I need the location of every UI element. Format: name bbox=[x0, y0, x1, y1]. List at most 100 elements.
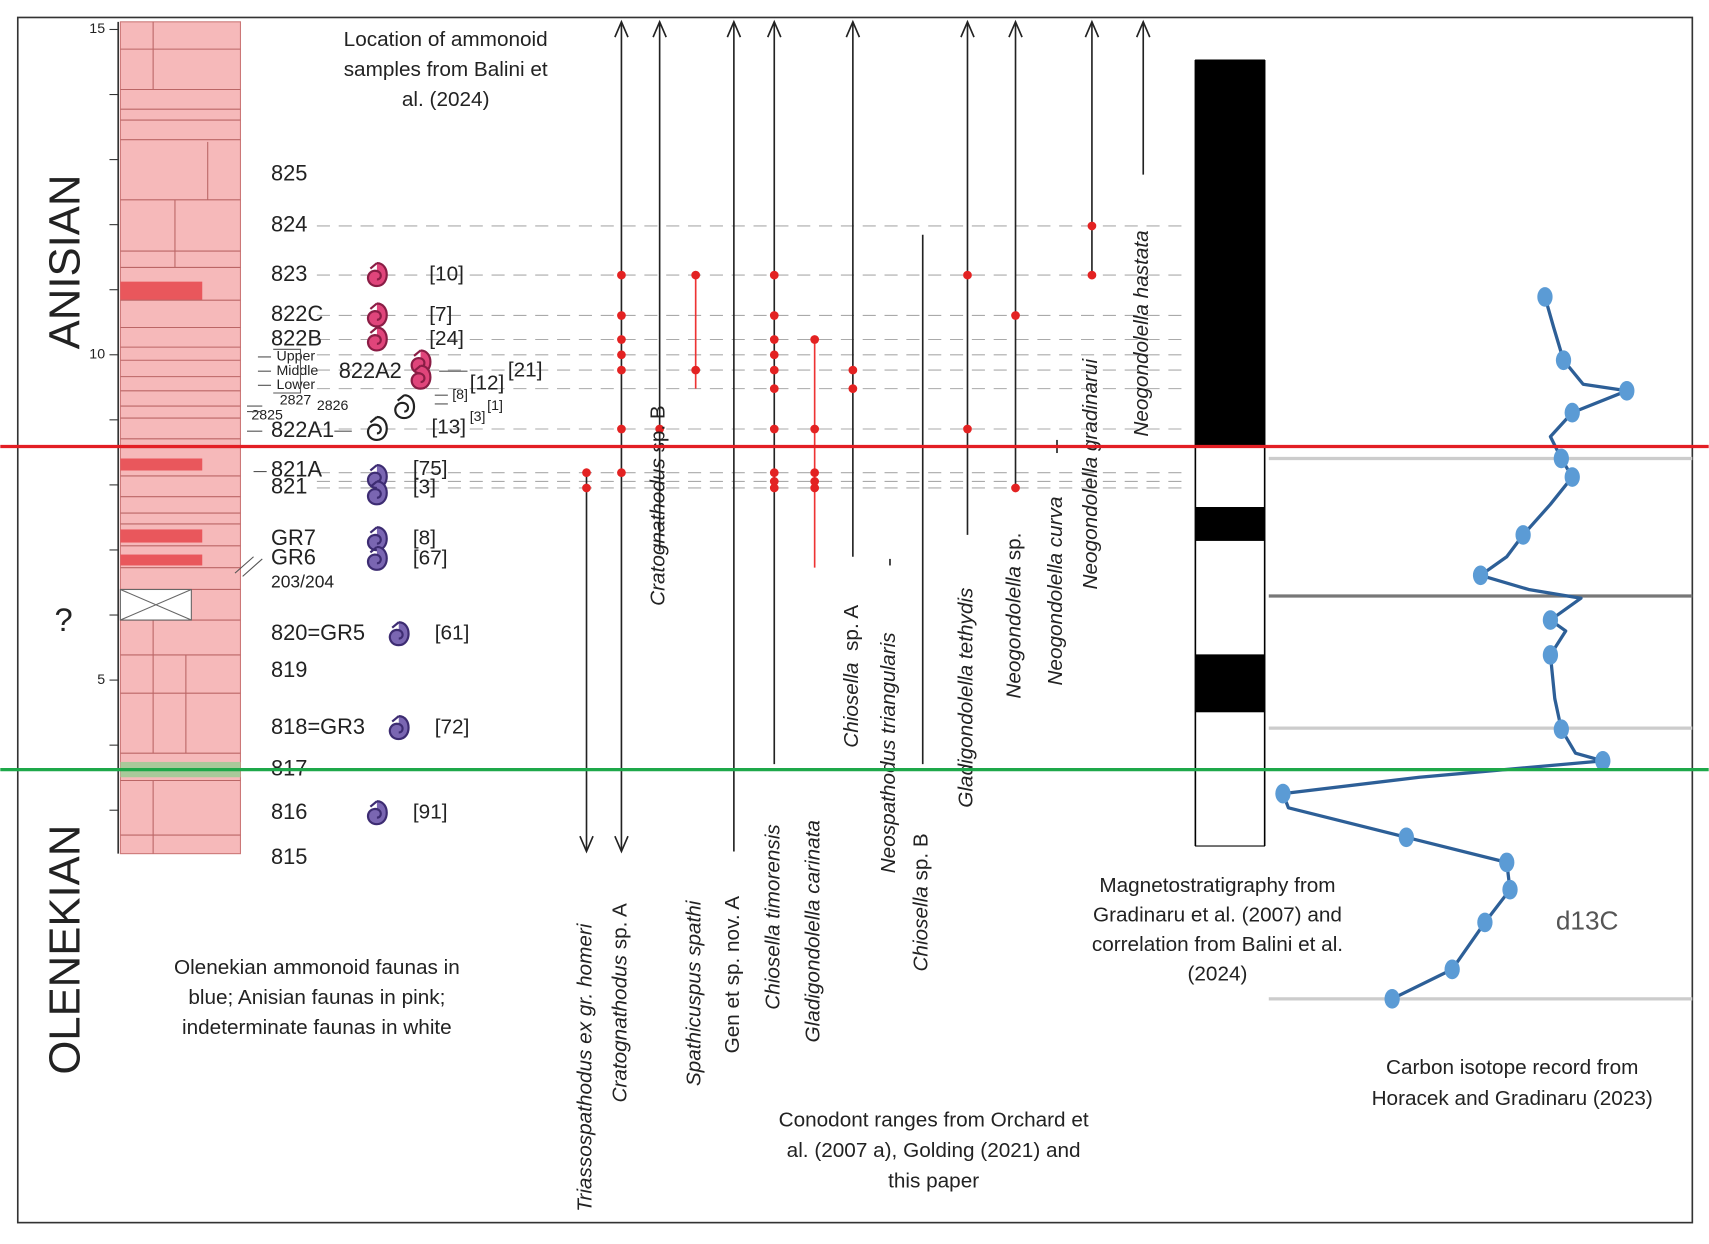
isotope-point bbox=[1477, 912, 1493, 933]
isotope-point bbox=[1384, 989, 1400, 1009]
caption: samples from Balini et bbox=[344, 58, 548, 81]
caption: Gradinaru et al. (2007) and bbox=[1093, 903, 1342, 926]
subbed-label: 2825 bbox=[251, 408, 283, 424]
occurrence bbox=[617, 365, 626, 375]
taxon-italic: Gladigondolella carinata bbox=[802, 820, 825, 1042]
isotope-point bbox=[1398, 827, 1414, 848]
ammonoid-icon bbox=[388, 715, 410, 741]
caption: (2024) bbox=[1187, 962, 1247, 985]
occurrence bbox=[769, 311, 779, 320]
bed-label: 819 bbox=[271, 657, 307, 682]
ammonoid-icon bbox=[366, 480, 388, 506]
ammonoid-icon bbox=[366, 526, 388, 552]
bed-label: 822A1 bbox=[271, 417, 334, 442]
polarity-zone bbox=[1195, 59, 1265, 448]
occurrence bbox=[769, 468, 779, 478]
occurrence bbox=[848, 384, 858, 393]
caption: Carbon isotope record from bbox=[1386, 1056, 1638, 1079]
count-label: [3] bbox=[413, 475, 436, 498]
isotope-point bbox=[1553, 719, 1569, 740]
taxon-plain: sp. A bbox=[840, 605, 863, 663]
taxon-italic: Chiosella timorensis bbox=[762, 824, 785, 1010]
bracket bbox=[234, 348, 302, 577]
occurrence bbox=[655, 424, 665, 434]
polarity-zone bbox=[1195, 445, 1265, 509]
subbed-label: Middle bbox=[276, 363, 318, 379]
taxon-label: Neogondolella hastata bbox=[1131, 230, 1154, 436]
arrow-up bbox=[1008, 19, 1023, 38]
arrow-up bbox=[726, 19, 742, 38]
arrow-up bbox=[960, 19, 975, 38]
caption: Magnetostratigraphy from bbox=[1099, 874, 1335, 897]
bed-label: 816 bbox=[271, 799, 307, 824]
count-label: [91] bbox=[413, 801, 448, 824]
occurrence bbox=[617, 468, 626, 478]
taxon-label: Neogondolella curva bbox=[1044, 496, 1067, 685]
occurrence bbox=[582, 468, 591, 478]
polarity-zone bbox=[1195, 539, 1265, 656]
occurrence bbox=[769, 483, 779, 493]
occurrence bbox=[810, 424, 820, 434]
arrow-up bbox=[845, 19, 861, 38]
occurrence bbox=[691, 270, 701, 280]
count-label: [61] bbox=[435, 622, 470, 645]
red-bed bbox=[120, 554, 203, 566]
bed-label: GR6 bbox=[271, 545, 316, 570]
isotope-point bbox=[1444, 959, 1460, 980]
caption: Horacek and Gradinaru (2023) bbox=[1372, 1087, 1653, 1110]
bed-label: 824 bbox=[271, 212, 307, 237]
occurrence bbox=[1011, 311, 1020, 320]
polarity-zone bbox=[1195, 654, 1265, 713]
count-label: [75] bbox=[413, 457, 448, 480]
scale-label: 5 bbox=[97, 672, 105, 688]
taxon-label: Chiosella timorensis bbox=[762, 824, 785, 1010]
occurrence bbox=[769, 424, 779, 434]
red-bed bbox=[120, 281, 203, 301]
occurrence bbox=[617, 270, 626, 280]
arrow-up bbox=[1084, 19, 1100, 38]
count-label: [24] bbox=[429, 327, 464, 350]
arrow-down bbox=[579, 835, 594, 854]
occurrence bbox=[848, 365, 858, 375]
occurrence bbox=[963, 424, 972, 434]
occurrence bbox=[1087, 270, 1097, 280]
caption: blue; Anisian faunas in pink; bbox=[188, 986, 445, 1009]
taxon-label: Chiosella sp. B bbox=[910, 833, 933, 971]
occurrence bbox=[769, 477, 779, 486]
taxon-label: Gladigondolella carinata bbox=[802, 820, 825, 1042]
occurrence bbox=[617, 311, 626, 320]
arrow-up bbox=[614, 19, 629, 38]
taxon-label: Cratognathodus sp. A bbox=[609, 903, 632, 1103]
occurrence bbox=[769, 384, 779, 393]
taxon-label: Triassospathodus ex gr. homeri bbox=[574, 922, 597, 1211]
bed-label: 825 bbox=[271, 160, 307, 185]
isotope-point bbox=[1564, 402, 1580, 423]
occurrence bbox=[810, 335, 820, 344]
occurrence bbox=[617, 335, 626, 344]
occurrence bbox=[963, 270, 972, 280]
taxon-plain: sp. A bbox=[609, 903, 632, 955]
bed-label: GR7 bbox=[271, 525, 316, 550]
bed-label: 821 bbox=[271, 474, 307, 499]
occurrence bbox=[582, 483, 591, 493]
isotope-point bbox=[1553, 448, 1569, 469]
taxon-label: Neogondolella sp. bbox=[1003, 533, 1026, 699]
subbed-label: Lower bbox=[276, 377, 315, 393]
count-label: [7] bbox=[429, 303, 452, 326]
isotope-point bbox=[1564, 467, 1580, 487]
taxon-italic: Neogondolella curva bbox=[1044, 496, 1067, 685]
isotope-point bbox=[1537, 287, 1553, 307]
caption: Olenekian ammonoid faunas in bbox=[174, 956, 460, 979]
bed-label: 822A2 bbox=[339, 358, 402, 383]
isotope-point bbox=[1542, 610, 1559, 630]
subbed-label: 2827 bbox=[280, 392, 312, 408]
red-bed bbox=[120, 458, 203, 471]
ammonoid-icon bbox=[366, 302, 388, 328]
arrow-down bbox=[614, 835, 629, 854]
subbed-label: Upper bbox=[276, 349, 315, 365]
arrow-up bbox=[766, 19, 782, 38]
taxon-italic: Cratognathodus bbox=[647, 458, 670, 606]
ammonoid-icon bbox=[366, 261, 388, 288]
bed-label: 817 bbox=[271, 755, 307, 780]
